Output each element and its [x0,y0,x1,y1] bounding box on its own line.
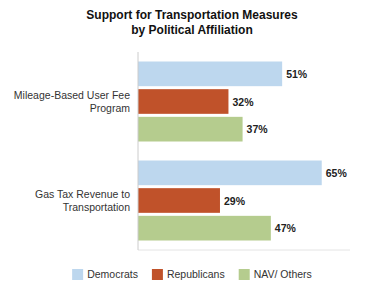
bar [138,161,322,186]
bar [138,89,228,114]
bar [138,117,243,142]
legend-item: Republicans [152,268,225,280]
bar [138,216,271,241]
data-label: 29% [224,195,246,207]
category-label: Mileage-Based User FeeProgram [14,89,130,114]
chart: Support for Transportation Measuresby Po… [0,0,384,300]
bars [138,62,322,241]
zero-line [138,52,139,250]
chart-container: Support for Transportation Measuresby Po… [0,0,384,300]
legend-item: Democrats [72,268,138,280]
data-label: 37% [247,123,269,135]
legend-swatch [239,269,250,280]
data-label: 65% [326,167,348,179]
data-label: 47% [275,222,297,234]
legend: Democrats Republicans NAV/ Others [72,268,312,280]
labels: Mileage-Based User FeeProgram 51% 32% 37% Ga… [14,68,348,234]
category-label: Gas Tax Revenue toTransportation [35,188,130,213]
data-label: 51% [286,68,308,80]
title: Support for Transportation Measuresby Po… [86,8,298,37]
bar [138,62,282,87]
legend-label: Republicans [167,268,225,280]
data-label: 32% [232,96,254,108]
legend-swatch [72,269,83,280]
legend-swatch [152,269,163,280]
legend-item: NAV/ Others [239,268,312,280]
legend-label: Democrats [87,268,138,280]
x-range-line [138,250,350,251]
bar [138,188,220,213]
legend-label: NAV/ Others [254,268,312,280]
